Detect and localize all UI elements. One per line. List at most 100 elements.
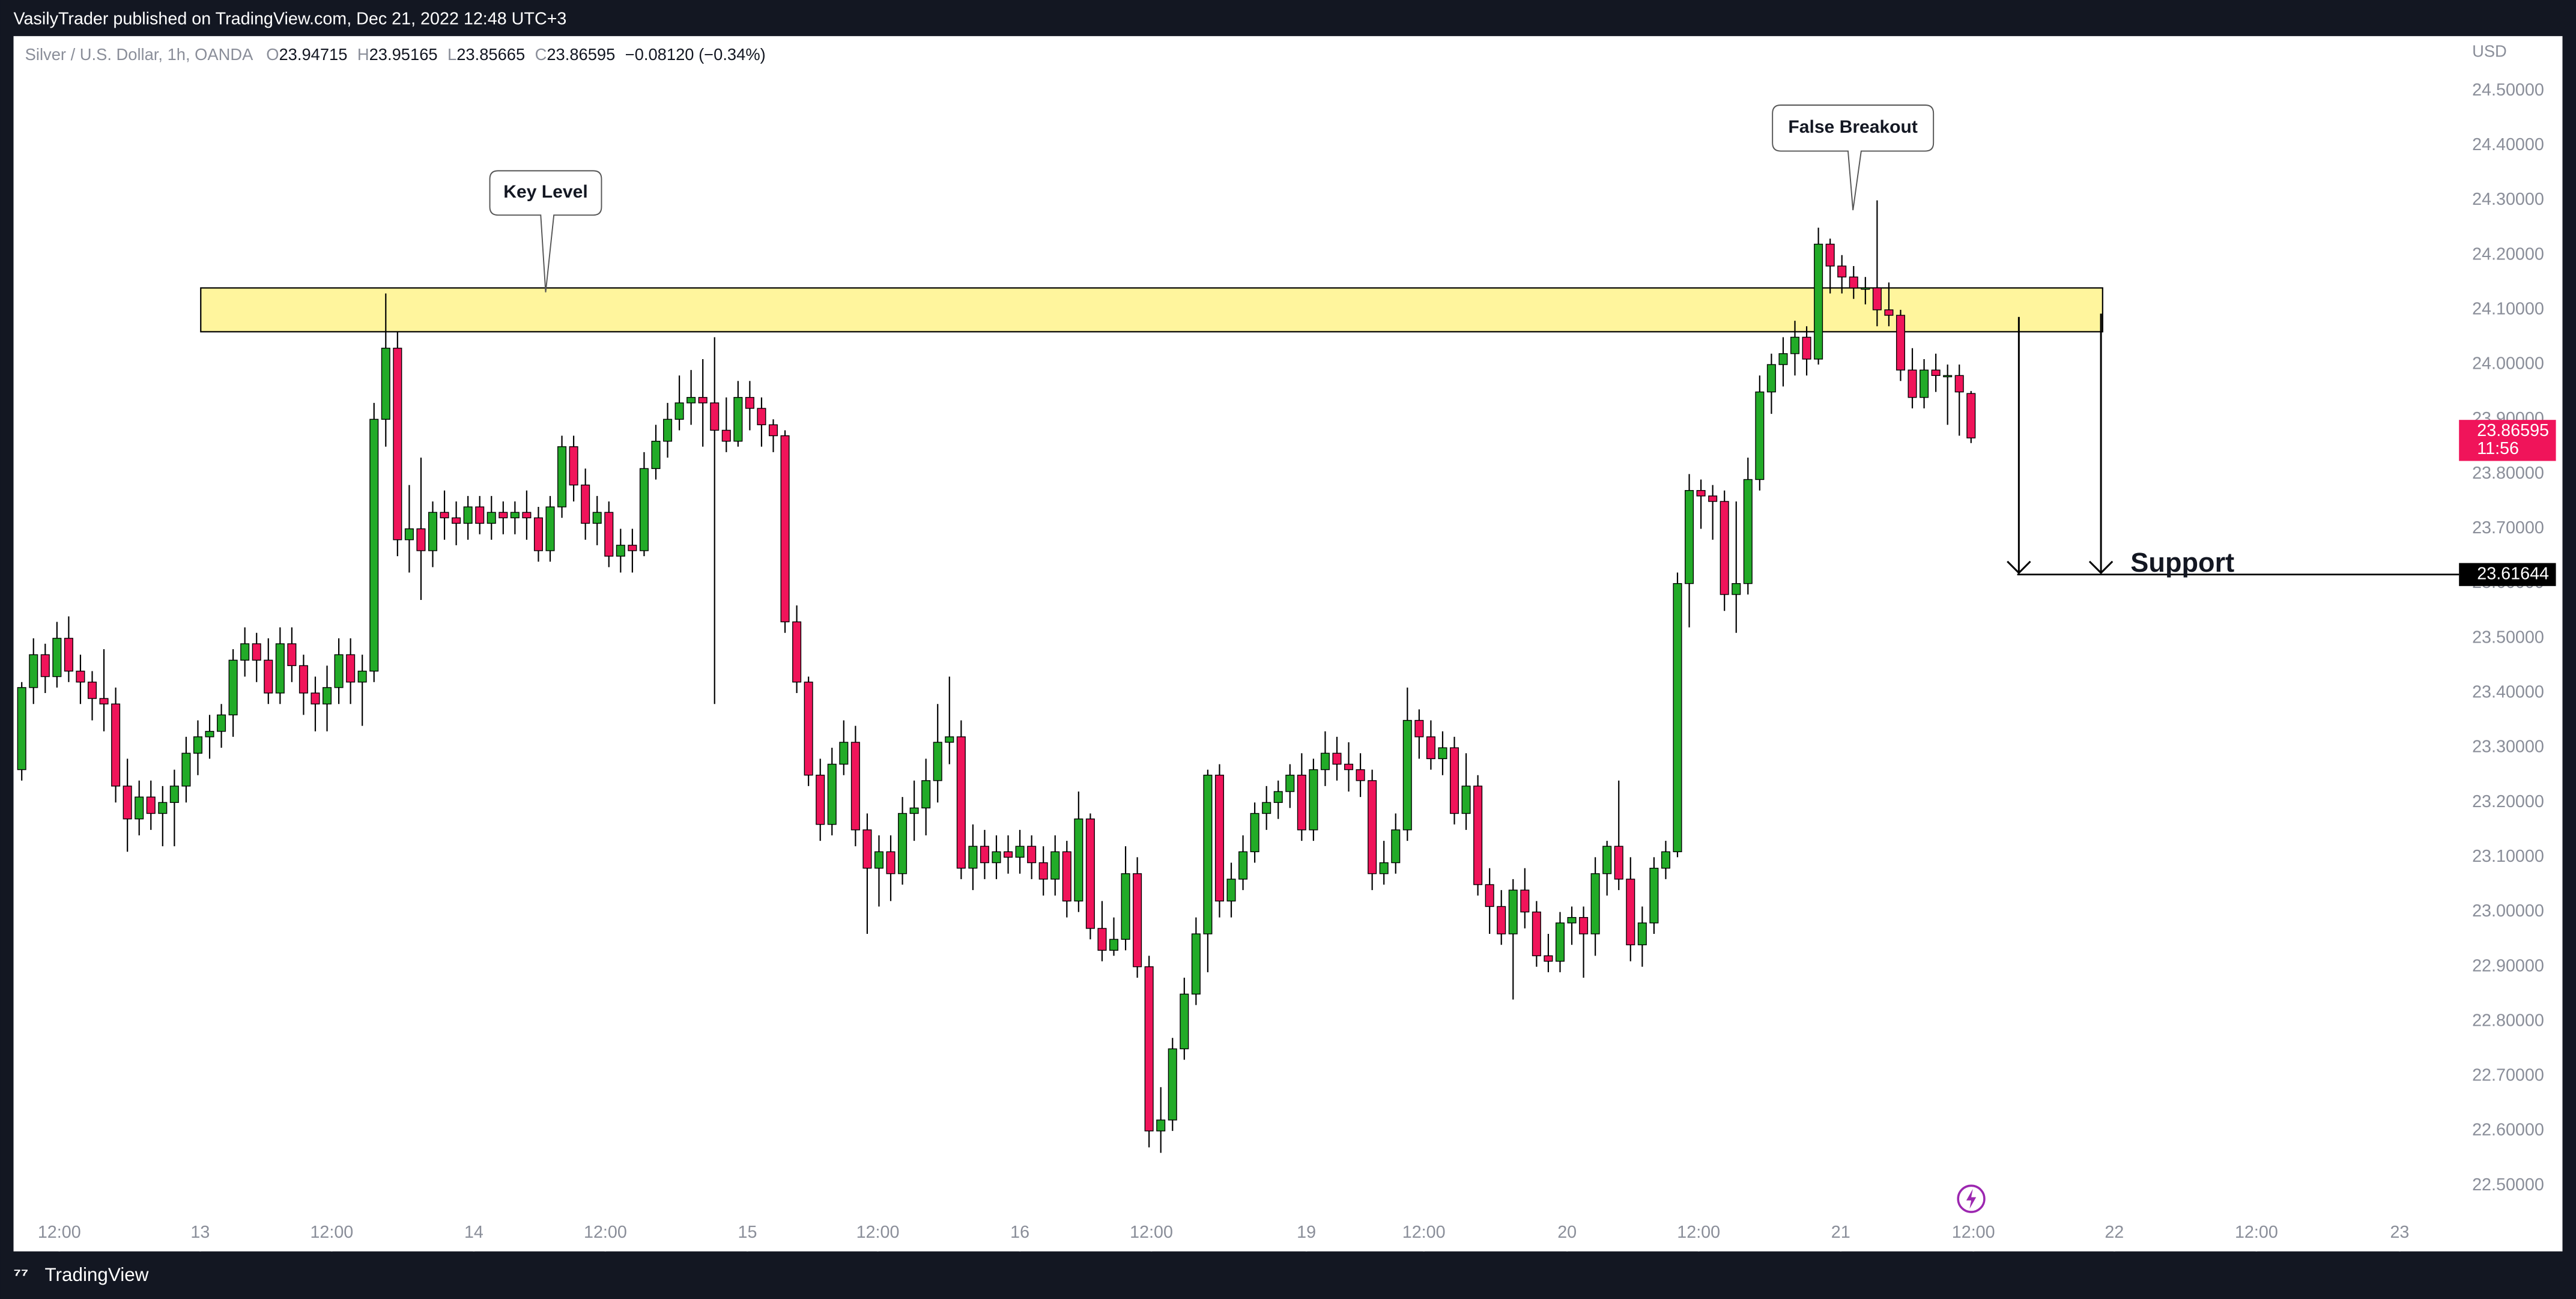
x-tick-label: 12:00	[1677, 1223, 1720, 1242]
candle-body	[628, 545, 637, 551]
candle-body	[1414, 719, 1424, 737]
candle-body	[1320, 752, 1330, 771]
candle-body	[228, 659, 238, 716]
candle-body	[1191, 933, 1201, 995]
candle-body	[311, 692, 320, 704]
callout-label: Key Level	[503, 182, 587, 202]
candle-body	[1849, 276, 1858, 289]
candle-body	[1438, 747, 1447, 760]
support-price-label: 23.61644	[2477, 564, 2549, 583]
y-tick-label: 24.00000	[2472, 354, 2544, 374]
ohlc-key: O	[266, 45, 279, 64]
x-tick-label: 15	[738, 1223, 757, 1242]
candle-body	[1226, 879, 1236, 902]
candle-body	[404, 528, 414, 540]
candle-body	[1861, 287, 1870, 290]
candle-body	[17, 687, 26, 771]
y-tick-label: 23.20000	[2472, 792, 2544, 811]
candle-body	[1356, 769, 1365, 781]
candle-body	[698, 397, 708, 404]
x-tick-label: 12:00	[856, 1223, 900, 1242]
candle-body	[1743, 479, 1753, 584]
candle-body	[1661, 851, 1670, 869]
candle-body	[1426, 736, 1435, 760]
projection-arrow	[2007, 316, 2031, 575]
candle-body	[1473, 786, 1483, 885]
candle-body	[651, 440, 661, 469]
y-tick-label: 24.20000	[2472, 244, 2544, 264]
x-tick-label: 23	[2390, 1223, 2409, 1242]
candle-body	[1203, 775, 1213, 934]
y-tick-label: 23.70000	[2472, 518, 2544, 537]
candle-body	[1555, 922, 1565, 962]
candle-body	[1015, 846, 1025, 858]
candle-body	[123, 786, 132, 820]
candle-body	[1685, 490, 1694, 584]
candle-body	[557, 446, 567, 507]
candle-body	[1402, 719, 1412, 831]
candle-body	[1262, 802, 1271, 814]
candle-body	[581, 484, 590, 524]
x-tick-label: 12:00	[38, 1223, 81, 1242]
candle-body	[1567, 916, 1577, 924]
x-tick-label: 12:00	[584, 1223, 627, 1242]
candle-body	[29, 654, 38, 688]
candle-body	[816, 775, 825, 825]
candle-body	[792, 621, 802, 683]
y-tick-label: 22.70000	[2472, 1066, 2544, 1085]
y-tick-label: 23.30000	[2472, 737, 2544, 757]
support-price-tag	[2459, 563, 2556, 586]
candle-body	[1544, 955, 1553, 962]
symbol-title: Silver / U.S. Dollar, 1h, OANDA	[25, 45, 253, 64]
candle-body	[205, 731, 214, 737]
candle-body	[1720, 501, 1729, 595]
candle-body	[334, 654, 344, 688]
candle-body	[1180, 993, 1189, 1050]
candle-body	[1214, 775, 1224, 902]
candle-body	[275, 643, 285, 694]
candle-body	[1532, 911, 1541, 957]
candle-body	[1825, 243, 1835, 267]
candle-body	[886, 851, 896, 874]
candle-body	[1626, 879, 1635, 945]
candle-body	[569, 446, 578, 486]
x-tick-label: 16	[1010, 1223, 1029, 1242]
candle-body	[1449, 747, 1459, 814]
candle-body	[1908, 369, 1917, 398]
candle-body	[111, 703, 121, 787]
candle-body	[287, 643, 297, 667]
candle-body	[616, 545, 625, 557]
y-tick-label: 24.40000	[2472, 135, 2544, 154]
candle-body	[1637, 922, 1647, 945]
x-tick-label: 12:00	[310, 1223, 353, 1242]
candle-body	[733, 397, 743, 442]
candle-body	[1602, 846, 1612, 874]
candle-body	[369, 419, 379, 672]
false-breakout-callout: False Breakout	[1772, 104, 1935, 211]
candle-body	[710, 402, 720, 431]
candle-body	[1708, 495, 1718, 502]
candle-body	[1250, 813, 1259, 852]
candle-body	[1368, 780, 1377, 874]
y-tick-label: 22.90000	[2472, 956, 2544, 975]
candle-body	[240, 643, 250, 661]
candle-body	[1285, 775, 1295, 792]
callout-label: False Breakout	[1788, 117, 1918, 137]
candle-body	[1062, 851, 1071, 902]
y-tick-label: 22.50000	[2472, 1175, 2544, 1195]
candle-body	[721, 429, 731, 442]
candle-body	[639, 468, 649, 551]
candle-body	[52, 638, 62, 677]
y-tick-label: 24.10000	[2472, 299, 2544, 318]
candle-body	[1344, 763, 1354, 771]
candle-body	[874, 851, 883, 869]
candle-body	[1872, 287, 1882, 310]
candle-body	[1379, 862, 1389, 874]
candle-body	[193, 736, 202, 754]
candle-body	[1168, 1048, 1177, 1121]
candle-body	[1673, 583, 1682, 852]
ohlc-value: 23.86595	[547, 45, 615, 64]
key-level-zone	[200, 287, 2103, 333]
candle-body	[1273, 791, 1283, 803]
candle-body	[1614, 846, 1623, 880]
